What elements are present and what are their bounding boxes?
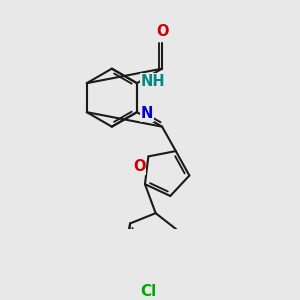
Text: O: O (133, 160, 145, 175)
Text: Cl: Cl (140, 284, 156, 299)
Text: NH: NH (141, 74, 165, 89)
Text: N: N (141, 106, 153, 121)
Text: O: O (156, 24, 168, 39)
